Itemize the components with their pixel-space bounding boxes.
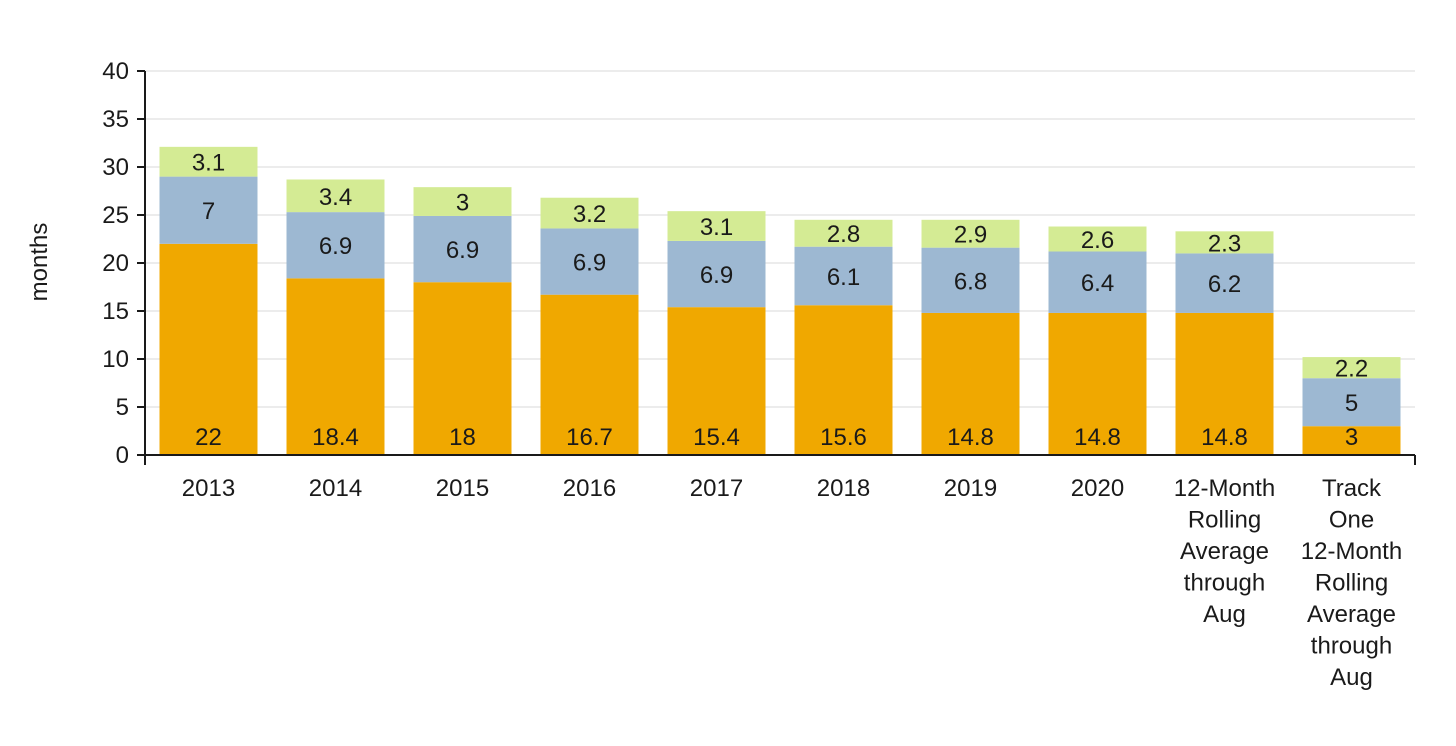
bar-value-label: 3.4	[319, 184, 352, 211]
bar-value-label: 7	[202, 198, 215, 225]
bar-segment-3	[413, 187, 512, 216]
bar-value-label: 5	[1345, 390, 1358, 417]
bar-segment-2	[921, 247, 1020, 313]
bar-segment-1	[413, 282, 512, 455]
y-tick-label: 0	[116, 442, 129, 469]
x-tick-label: 2015	[436, 475, 489, 502]
bar-value-label: 3.1	[700, 214, 733, 241]
bar-value-label: 6.1	[827, 264, 860, 291]
bar-segment-3	[667, 211, 766, 241]
bar-segment-3	[1048, 226, 1147, 252]
bar-value-label: 3	[456, 190, 469, 217]
bar-segment-2	[159, 176, 258, 244]
bar-value-label: 15.6	[820, 424, 867, 451]
bar-value-label: 16.7	[566, 424, 613, 451]
x-tick-label: 2020	[1071, 475, 1124, 502]
x-tick-label: 2013	[182, 475, 235, 502]
bar-segment-1	[794, 305, 893, 455]
bar-value-label: 6.4	[1081, 270, 1114, 297]
bar-segment-3	[794, 219, 893, 247]
bar-segment-2	[1048, 251, 1147, 313]
bar-value-label: 22	[195, 424, 222, 451]
bar-value-label: 2.9	[954, 222, 987, 249]
bar-segment-2	[1175, 253, 1274, 313]
bar-segment-1	[1175, 312, 1274, 455]
bar-value-label: 6.9	[446, 237, 479, 264]
bar-value-label: 15.4	[693, 424, 740, 451]
bar-segment-2	[413, 215, 512, 283]
bar-segment-1	[1302, 426, 1401, 455]
bar-segment-1	[667, 307, 766, 455]
y-tick-label: 30	[102, 154, 129, 181]
data-labels: 22 7 3.1 18.4 6.9 3.4 18 6.9 3 16.7 6.9 3.2 15.4 6.9 3…	[192, 150, 1368, 451]
bar-value-label: 6.9	[700, 262, 733, 289]
bar-value-label: 6.9	[319, 233, 352, 260]
x-tick-label: 2018	[817, 475, 870, 502]
bar-segment-2	[794, 246, 893, 306]
y-tick-label: 10	[102, 346, 129, 373]
bar-value-label: 3.2	[573, 201, 606, 228]
bar-segment-1	[921, 312, 1020, 455]
bar-segment-2	[540, 228, 639, 295]
bar-value-label: 14.8	[1201, 424, 1248, 451]
bar-value-label: 14.8	[1074, 424, 1121, 451]
bar-value-label: 3	[1345, 424, 1358, 451]
bar-value-label: 18	[449, 424, 476, 451]
bars	[159, 146, 1401, 455]
bar-segment-2	[667, 240, 766, 308]
bar-segment-3	[540, 197, 639, 229]
bar-value-label: 3.1	[192, 150, 225, 177]
bar-value-label: 6.8	[954, 268, 987, 295]
bar-value-label: 18.4	[312, 424, 359, 451]
bar-segment-2	[286, 212, 385, 279]
y-tick-label: 25	[102, 202, 129, 229]
bar-segment-2	[1302, 378, 1401, 427]
bar-value-label: 14.8	[947, 424, 994, 451]
bar-segment-1	[286, 278, 385, 455]
bar-segment-3	[159, 146, 258, 177]
bar-value-label: 6.9	[573, 250, 606, 277]
bar-value-label: 2.2	[1335, 356, 1368, 383]
bar-value-label: 6.2	[1208, 271, 1241, 298]
y-tick-label: 40	[102, 58, 129, 85]
bar-segment-3	[1302, 357, 1401, 379]
x-tick-label: Track One 12-Month Rolling Average through Aug	[1301, 475, 1402, 691]
bar-segment-3	[286, 179, 385, 213]
x-tick-label: 2017	[690, 475, 743, 502]
x-tick-label: 2019	[944, 475, 997, 502]
x-tick-label: 2016	[563, 475, 616, 502]
bar-segment-3	[1175, 231, 1274, 254]
bar-segment-1	[159, 243, 258, 455]
y-tick-label: 15	[102, 298, 129, 325]
bar-segment-3	[921, 219, 1020, 248]
bar-segment-1	[540, 294, 639, 455]
y-tick-label: 35	[102, 106, 129, 133]
x-tick-label: 2014	[309, 475, 362, 502]
y-tick-label: 5	[116, 394, 129, 421]
bar-value-label: 2.6	[1081, 227, 1114, 254]
y-axis-title: months	[26, 223, 53, 302]
bar-value-label: 2.8	[827, 221, 860, 248]
bar-value-label: 2.3	[1208, 230, 1241, 257]
y-tick-label: 20	[102, 250, 129, 277]
x-tick-label: 12-Month Rolling Average through Aug	[1174, 475, 1275, 628]
bar-segment-1	[1048, 312, 1147, 455]
